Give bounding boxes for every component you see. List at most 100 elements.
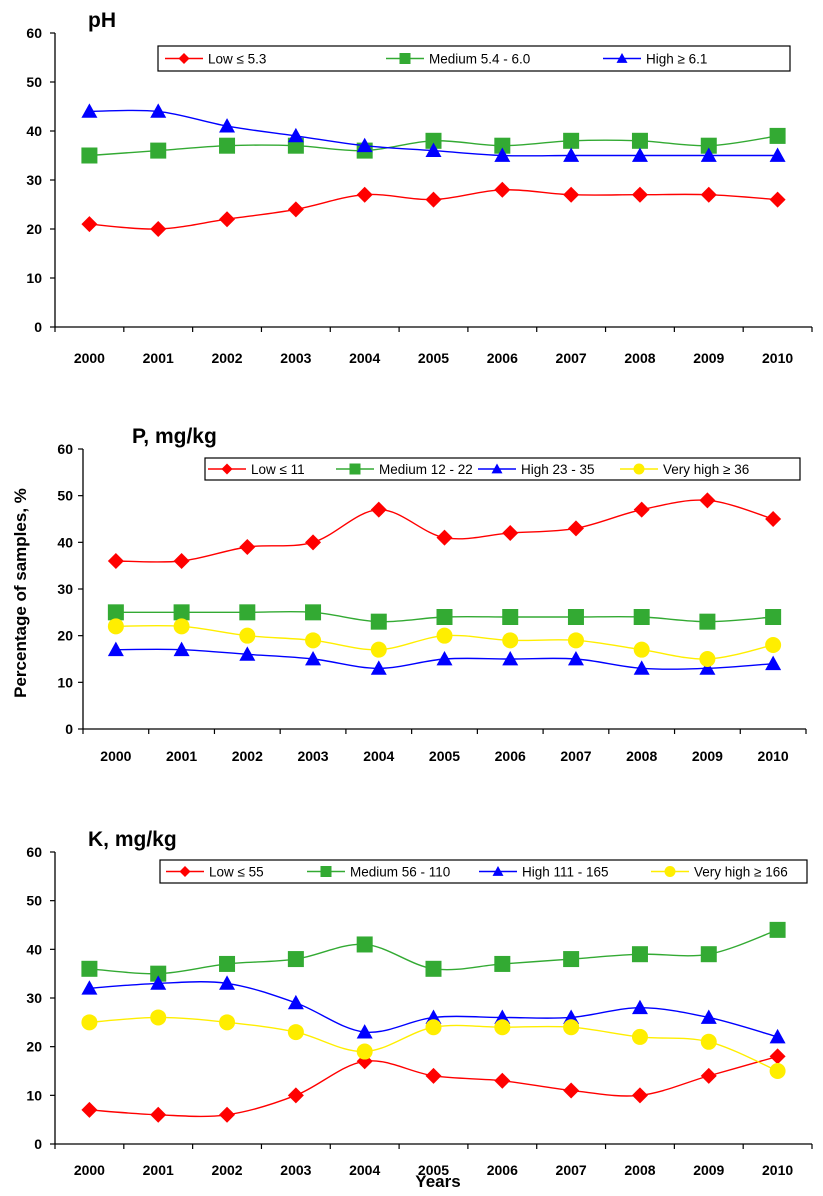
data-point	[356, 137, 373, 153]
data-point	[150, 1106, 167, 1123]
data-point	[494, 1019, 511, 1036]
data-point	[700, 147, 717, 162]
data-point	[502, 632, 519, 649]
data-point	[81, 147, 98, 164]
data-point	[425, 1009, 442, 1024]
legend-marker	[616, 53, 628, 63]
y-tick-label: 60	[26, 25, 42, 41]
data-point	[700, 1033, 717, 1050]
data-point	[567, 632, 584, 649]
x-tick-label: 2000	[74, 1162, 105, 1178]
data-point	[173, 553, 190, 569]
data-point	[769, 191, 786, 208]
data-point	[219, 1106, 236, 1123]
x-tick-label: 2007	[556, 1162, 587, 1178]
x-tick-label: 2003	[280, 350, 311, 366]
data-point	[219, 975, 236, 990]
data-point	[287, 201, 304, 218]
x-tick-label: 2007	[560, 748, 591, 764]
data-point	[305, 604, 322, 621]
x-tick-label: 2008	[624, 1162, 655, 1178]
y-tick-label: 20	[26, 221, 42, 237]
series-1	[107, 492, 782, 569]
legend-marker	[399, 53, 411, 64]
data-point	[633, 660, 650, 675]
data-point	[370, 613, 387, 630]
data-point	[699, 651, 716, 667]
data-point	[173, 618, 190, 635]
y-tick-label: 50	[26, 74, 42, 90]
legend-label: Medium 5.4 - 6.0	[429, 52, 530, 67]
data-point	[107, 553, 124, 569]
data-point	[494, 147, 511, 162]
x-tick-label: 2005	[418, 1162, 449, 1178]
series-2	[81, 921, 786, 982]
data-point	[150, 142, 167, 159]
data-point	[173, 604, 190, 621]
data-point	[563, 1009, 580, 1024]
data-point	[700, 1067, 717, 1084]
data-point	[81, 1101, 98, 1118]
x-tick-label: 2003	[297, 748, 328, 764]
data-point	[502, 651, 519, 666]
data-point	[631, 946, 648, 963]
shared-y-axis-label: Percentage of samples, %	[11, 488, 30, 698]
data-point	[305, 632, 322, 649]
x-tick-label: 2001	[143, 350, 174, 366]
legend-marker	[178, 53, 190, 64]
data-point	[107, 618, 124, 635]
data-point	[563, 951, 580, 968]
x-tick-label: 2002	[211, 1162, 242, 1178]
series-4	[107, 618, 782, 667]
x-tick-label: 2007	[556, 350, 587, 366]
x-tick-label: 2002	[232, 748, 263, 764]
data-point	[502, 609, 519, 625]
y-tick-label: 60	[57, 441, 73, 457]
data-point	[287, 1087, 304, 1104]
data-point	[370, 660, 387, 675]
y-tick-label: 50	[26, 893, 42, 909]
y-tick-label: 40	[26, 941, 42, 957]
legend-label: Very high ≥ 36	[663, 462, 749, 477]
data-point	[150, 975, 167, 990]
data-point	[370, 641, 387, 658]
data-point	[425, 960, 442, 977]
data-point	[765, 609, 782, 625]
y-tick-label: 20	[57, 628, 73, 644]
data-point	[356, 186, 373, 203]
legend-marker	[320, 866, 332, 877]
data-point	[287, 127, 304, 143]
data-point	[631, 1028, 648, 1045]
legend-marker	[491, 463, 503, 474]
y-tick-label: 10	[26, 270, 42, 286]
data-point	[494, 955, 511, 972]
data-point	[699, 613, 716, 630]
x-tick-label: 2008	[626, 748, 657, 764]
legend-marker	[633, 463, 645, 475]
data-point	[305, 651, 322, 666]
data-point	[631, 186, 648, 203]
y-tick-label: 20	[26, 1039, 42, 1055]
data-point	[356, 936, 373, 953]
data-point	[81, 1014, 98, 1031]
x-tick-label: 2009	[693, 350, 724, 366]
legend-label: Low ≤ 55	[209, 865, 264, 880]
data-point	[436, 627, 453, 644]
data-point	[567, 609, 584, 625]
chart-panel-1: pH 0 10 20 30 40 50 60 2000 2001 2002 2003 2004 2005 2…	[26, 9, 813, 366]
data-point	[633, 501, 650, 518]
legend-label: Low ≤ 11	[251, 462, 305, 477]
data-point	[425, 1067, 442, 1084]
data-point	[107, 604, 124, 621]
data-point	[150, 965, 167, 982]
series-3	[107, 641, 782, 675]
data-point	[219, 137, 236, 154]
legend-box	[157, 45, 791, 72]
legend: Low ≤ 11 Medium 12 - 22 High 23 - 35 Very h…	[204, 457, 801, 481]
data-point	[563, 132, 580, 149]
y-tick-label: 40	[57, 534, 73, 550]
x-tick-label: 2001	[143, 1162, 174, 1178]
data-point	[567, 520, 584, 537]
legend-label: Medium 12 - 22	[379, 462, 473, 477]
y-tick-label: 50	[57, 488, 73, 504]
